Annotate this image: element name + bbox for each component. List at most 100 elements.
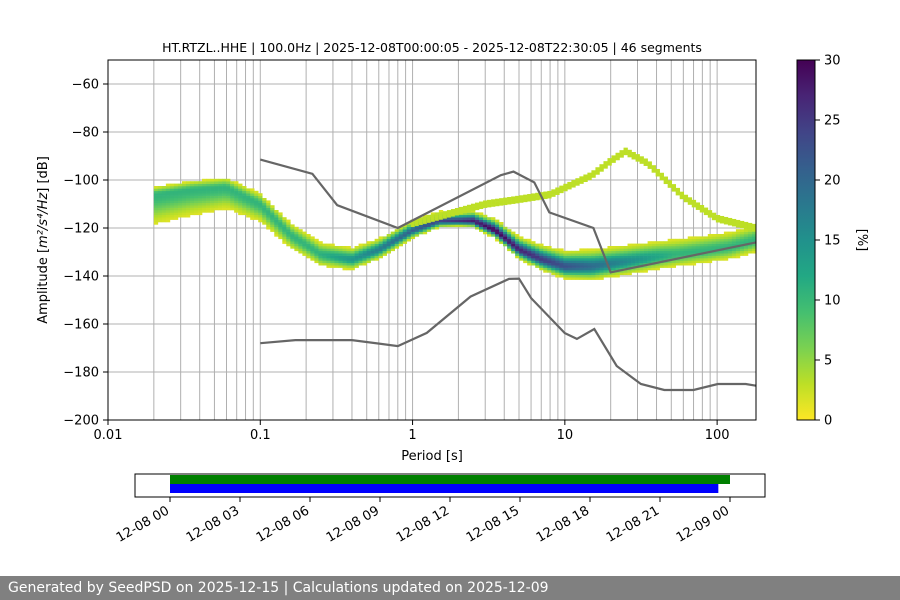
psd-heatmap-cell bbox=[603, 163, 608, 167]
psd-heatmap-cell bbox=[173, 200, 179, 204]
psd-heatmap-cell bbox=[454, 212, 460, 216]
psd-heatmap-cell bbox=[691, 238, 697, 242]
psd-heatmap-cell bbox=[210, 205, 215, 208]
psd-heatmap-cell bbox=[563, 253, 568, 256]
psd-heatmap-cell bbox=[394, 246, 400, 249]
psd-heatmap-cell bbox=[595, 255, 600, 259]
psd-heatmap-cell bbox=[671, 248, 677, 252]
psd-heatmap-cell bbox=[366, 258, 371, 261]
psd-heatmap-cell bbox=[173, 188, 179, 192]
psd-heatmap-cell bbox=[169, 190, 175, 194]
psd-heatmap-cell bbox=[169, 195, 175, 199]
psd-heatmap-cell bbox=[202, 183, 207, 187]
psd-heatmap-cell bbox=[611, 260, 616, 264]
psd-heatmap-cell bbox=[487, 234, 492, 237]
psd-heatmap-cell bbox=[222, 188, 227, 192]
psd-heatmap-cell bbox=[587, 175, 592, 178]
psd-heatmap-cell bbox=[322, 250, 327, 254]
psd-heatmap-cell bbox=[647, 161, 652, 165]
psd-heatmap-cell bbox=[547, 193, 552, 197]
psd-heatmap-cell bbox=[631, 151, 636, 155]
psd-heatmap-cell bbox=[487, 204, 492, 208]
psd-heatmap-cell bbox=[515, 253, 520, 256]
psd-heatmap-cell bbox=[659, 248, 664, 252]
psd-heatmap-cell bbox=[173, 195, 179, 199]
psd-heatmap-cell bbox=[615, 272, 620, 276]
psd-heatmap-cell bbox=[599, 168, 604, 172]
psd-heatmap-cell bbox=[727, 243, 733, 247]
colorbar-tick-label: 0 bbox=[824, 414, 832, 429]
psd-heatmap-cell bbox=[266, 207, 271, 211]
psd-heatmap-cell bbox=[181, 200, 187, 204]
psd-heatmap-cell bbox=[250, 210, 255, 213]
psd-heatmap-cell bbox=[567, 184, 572, 188]
psd-heatmap-cell bbox=[342, 246, 347, 249]
psd-heatmap-cell bbox=[189, 205, 195, 208]
psd-heatmap-cell bbox=[189, 212, 195, 216]
psd-heatmap-cell bbox=[314, 260, 319, 264]
psd-heatmap-cell bbox=[631, 243, 636, 247]
psd-heatmap-cell bbox=[346, 255, 351, 259]
psd-heatmap-cell bbox=[583, 179, 588, 182]
psd-heatmap-cell bbox=[169, 210, 175, 213]
psd-heatmap-cell bbox=[242, 198, 247, 201]
psd-heatmap-cell bbox=[607, 258, 612, 261]
psd-heatmap-cell bbox=[169, 183, 175, 187]
psd-heatmap-cell bbox=[555, 262, 560, 266]
psd-heatmap-cell bbox=[559, 253, 564, 256]
psd-heatmap-cell bbox=[583, 174, 588, 178]
psd-heatmap-cell bbox=[659, 258, 664, 261]
psd-heatmap-cell bbox=[270, 229, 275, 232]
psd-heatmap-cell bbox=[675, 238, 681, 242]
psd-heatmap-cell bbox=[370, 258, 375, 261]
psd-heatmap-cell bbox=[743, 241, 749, 244]
psd-heatmap-cell bbox=[559, 272, 564, 276]
psd-heatmap-cell bbox=[218, 178, 223, 182]
psd-heatmap-cell bbox=[210, 188, 215, 192]
psd-heatmap-cell bbox=[675, 248, 681, 252]
psd-heatmap-cell bbox=[165, 183, 171, 187]
psd-heatmap-cell bbox=[587, 270, 592, 273]
psd-heatmap-cell bbox=[338, 255, 343, 259]
psd-heatmap-cell bbox=[587, 177, 592, 181]
psd-heatmap-cell bbox=[266, 224, 271, 228]
psd-heatmap-cell bbox=[306, 248, 311, 252]
psd-heatmap-cell bbox=[687, 197, 693, 201]
psd-heatmap-cell bbox=[242, 186, 247, 189]
psd-heatmap-cell bbox=[246, 188, 251, 192]
psd-heatmap-cell bbox=[691, 243, 697, 247]
psd-heatmap-cell bbox=[157, 217, 163, 220]
psd-heatmap-cell bbox=[579, 277, 584, 280]
psd-heatmap-cell bbox=[314, 253, 319, 256]
psd-heatmap-cell bbox=[671, 262, 677, 266]
psd-heatmap-cell bbox=[575, 270, 580, 273]
psd-heatmap-cell bbox=[302, 234, 307, 237]
psd-heatmap-cell bbox=[703, 248, 709, 252]
psd-heatmap-cell bbox=[571, 277, 576, 280]
psd-heatmap-cell bbox=[627, 248, 632, 252]
psd-heatmap-cell bbox=[218, 183, 223, 187]
psd-heatmap-cell bbox=[374, 238, 379, 242]
psd-heatmap-cell bbox=[591, 250, 596, 254]
psd-heatmap-cell bbox=[699, 243, 705, 247]
psd-heatmap-cell bbox=[302, 250, 307, 254]
psd-heatmap-cell bbox=[667, 250, 672, 254]
psd-heatmap-cell bbox=[358, 250, 363, 254]
psd-heatmap-cell bbox=[362, 248, 367, 252]
psd-heatmap-cell bbox=[575, 265, 580, 268]
psd-heatmap-cell bbox=[434, 213, 440, 216]
psd-heatmap-cell bbox=[555, 248, 560, 252]
psd-heatmap-cell bbox=[250, 202, 255, 206]
psd-heatmap-cell bbox=[731, 231, 737, 235]
psd-heatmap-cell bbox=[250, 205, 255, 208]
psd-heatmap-cell bbox=[511, 246, 516, 249]
psd-heatmap-cell bbox=[711, 234, 717, 237]
psd-heatmap-cell bbox=[197, 193, 203, 196]
psd-heatmap-cell bbox=[298, 229, 303, 232]
psd-heatmap-cell bbox=[651, 165, 656, 168]
psd-heatmap-cell bbox=[531, 260, 536, 264]
psd-heatmap-cell bbox=[627, 243, 632, 247]
x-axis-label: Period [s] bbox=[401, 449, 463, 464]
psd-heatmap-cell bbox=[234, 207, 239, 211]
psd-heatmap-cell bbox=[458, 219, 464, 223]
